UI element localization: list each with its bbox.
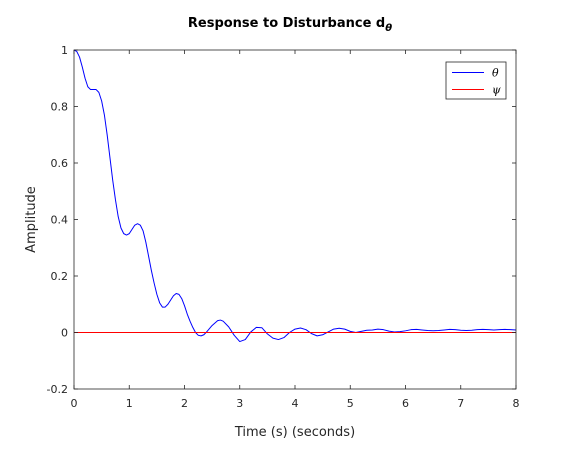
y-tick-label: 0 xyxy=(61,327,68,340)
series-layer xyxy=(73,49,517,343)
x-axis-label: Time (s) (seconds) xyxy=(234,425,355,440)
series-line-0 xyxy=(73,49,517,343)
x-tick-label: 7 xyxy=(457,397,464,410)
legend-label-psi: ψ xyxy=(492,84,501,97)
y-tick-label: -0.2 xyxy=(47,383,68,396)
chart-title: Response to Disturbance dθ xyxy=(188,16,392,34)
legend-label-theta: θ xyxy=(492,67,499,80)
x-tick-label: 2 xyxy=(181,397,188,410)
x-tick-label: 3 xyxy=(236,397,243,410)
chart-title-main: Response to Disturbance d xyxy=(188,16,385,31)
chart-title-subscript: θ xyxy=(385,23,392,34)
y-tick-label: 0.2 xyxy=(51,270,69,283)
y-tick-label: 0.8 xyxy=(51,101,69,114)
x-tick-label: 4 xyxy=(292,397,299,410)
x-tick-label: 8 xyxy=(513,397,520,410)
ticks-layer: 0 1 2 3 4 5 6 7 8-0.200.20.40.60.81 xyxy=(47,44,520,410)
y-tick-label: 0.6 xyxy=(51,157,69,170)
x-tick-label: 0 xyxy=(71,397,78,410)
y-tick-label: 0.4 xyxy=(51,214,69,227)
plot-area-background xyxy=(74,50,516,389)
x-tick-label: 6 xyxy=(402,397,409,410)
x-tick-label: 1 xyxy=(126,397,133,410)
y-tick-label: 1 xyxy=(61,44,68,57)
x-tick-label: 5 xyxy=(347,397,354,410)
legend: θ ψ xyxy=(445,61,507,100)
legend-box xyxy=(445,61,507,100)
y-axis-label: Amplitude xyxy=(24,186,39,253)
